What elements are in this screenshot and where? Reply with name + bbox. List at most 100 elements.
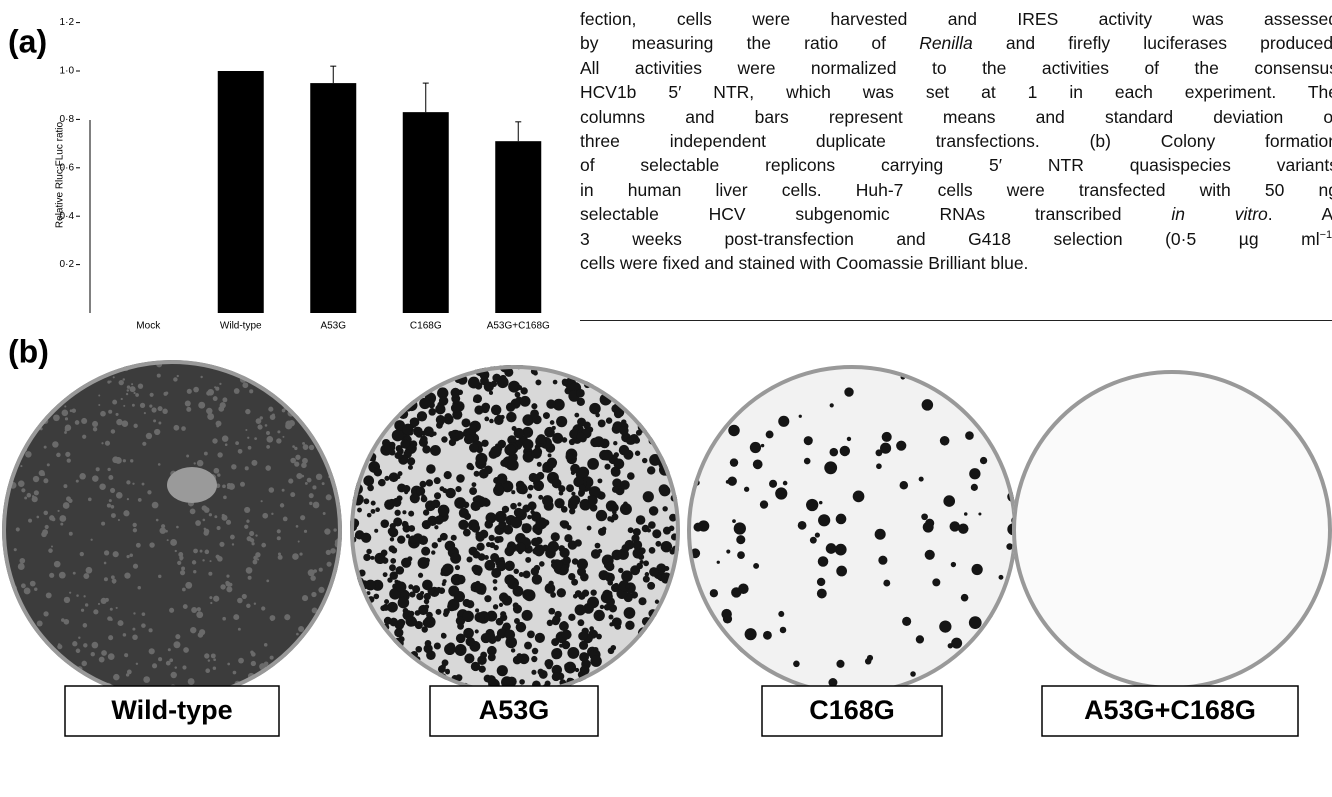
colony xyxy=(461,418,470,427)
speck xyxy=(285,422,292,429)
colony xyxy=(580,573,589,582)
colony xyxy=(593,436,604,447)
speck xyxy=(132,634,138,640)
colony xyxy=(625,621,634,630)
colony xyxy=(579,652,589,662)
speck xyxy=(299,552,302,555)
colony xyxy=(524,589,536,601)
colony xyxy=(370,556,374,560)
panel-label: (b) xyxy=(8,333,49,369)
speck xyxy=(110,618,113,621)
speck xyxy=(123,633,126,636)
speck xyxy=(300,515,305,520)
colony xyxy=(635,451,640,456)
colony xyxy=(374,468,382,476)
colony xyxy=(662,506,667,511)
caption-line: cells were fixed and stained with Coomas… xyxy=(580,251,1332,275)
speck xyxy=(156,519,159,522)
speck xyxy=(182,665,186,669)
colony xyxy=(378,479,386,487)
speck xyxy=(149,628,153,632)
colony xyxy=(951,638,962,649)
speck xyxy=(126,480,130,484)
colony xyxy=(544,427,555,438)
colony xyxy=(569,508,575,514)
colony xyxy=(416,593,423,600)
x-tick-label: A53G+C168G xyxy=(487,321,550,332)
colony xyxy=(510,517,522,529)
speck xyxy=(190,508,196,514)
speck xyxy=(311,592,316,597)
colony xyxy=(415,646,422,653)
colony xyxy=(367,513,372,518)
colony xyxy=(564,663,570,669)
speck xyxy=(96,467,100,471)
colony xyxy=(478,553,486,561)
speck xyxy=(220,402,226,408)
colony xyxy=(474,612,484,622)
colony xyxy=(623,502,628,507)
colony xyxy=(397,448,404,455)
colony xyxy=(426,464,436,474)
colony xyxy=(390,571,398,579)
colony xyxy=(522,523,532,533)
speck xyxy=(111,575,115,579)
colony xyxy=(836,514,847,525)
speck xyxy=(193,387,199,393)
speck xyxy=(173,425,179,431)
colony xyxy=(413,533,423,543)
colony xyxy=(494,415,504,425)
colony xyxy=(408,584,413,589)
speck xyxy=(130,386,136,392)
speck xyxy=(20,465,22,467)
speck xyxy=(108,410,112,414)
speck xyxy=(304,530,307,533)
colony xyxy=(590,589,596,595)
colony xyxy=(577,432,585,440)
speck xyxy=(32,495,34,497)
colony xyxy=(396,582,407,593)
colony xyxy=(448,586,459,597)
colony xyxy=(421,626,427,632)
colony xyxy=(426,612,433,619)
colony xyxy=(408,465,413,470)
speck xyxy=(104,577,108,581)
speck xyxy=(226,586,232,592)
caption-text: by measuring the ratio of xyxy=(580,33,919,53)
colony xyxy=(614,410,623,419)
speck xyxy=(254,437,257,440)
colony xyxy=(726,549,730,553)
colony xyxy=(561,520,570,529)
colony xyxy=(493,579,498,584)
colony xyxy=(484,417,489,422)
speck xyxy=(266,445,270,449)
colony xyxy=(548,608,555,615)
speck xyxy=(269,487,275,493)
speck xyxy=(165,530,168,533)
colony xyxy=(363,554,370,561)
speck xyxy=(288,479,293,484)
colony xyxy=(853,491,865,503)
colony xyxy=(530,409,539,418)
speck xyxy=(222,617,226,621)
colony xyxy=(564,534,572,542)
colony xyxy=(488,653,496,661)
colony xyxy=(532,648,538,654)
speck xyxy=(298,626,304,632)
colony xyxy=(799,415,802,418)
speck xyxy=(214,515,217,518)
speck xyxy=(110,488,115,493)
colony xyxy=(590,655,602,667)
caption-text: −1 xyxy=(1320,229,1332,241)
colony xyxy=(578,593,585,600)
colony xyxy=(627,472,635,480)
colony xyxy=(547,620,553,626)
speck xyxy=(282,436,284,438)
colony xyxy=(730,458,738,466)
colony xyxy=(480,652,487,659)
colony xyxy=(436,408,440,412)
colony xyxy=(642,458,647,463)
speck xyxy=(200,550,203,553)
colony xyxy=(434,525,438,529)
colony xyxy=(600,605,604,609)
